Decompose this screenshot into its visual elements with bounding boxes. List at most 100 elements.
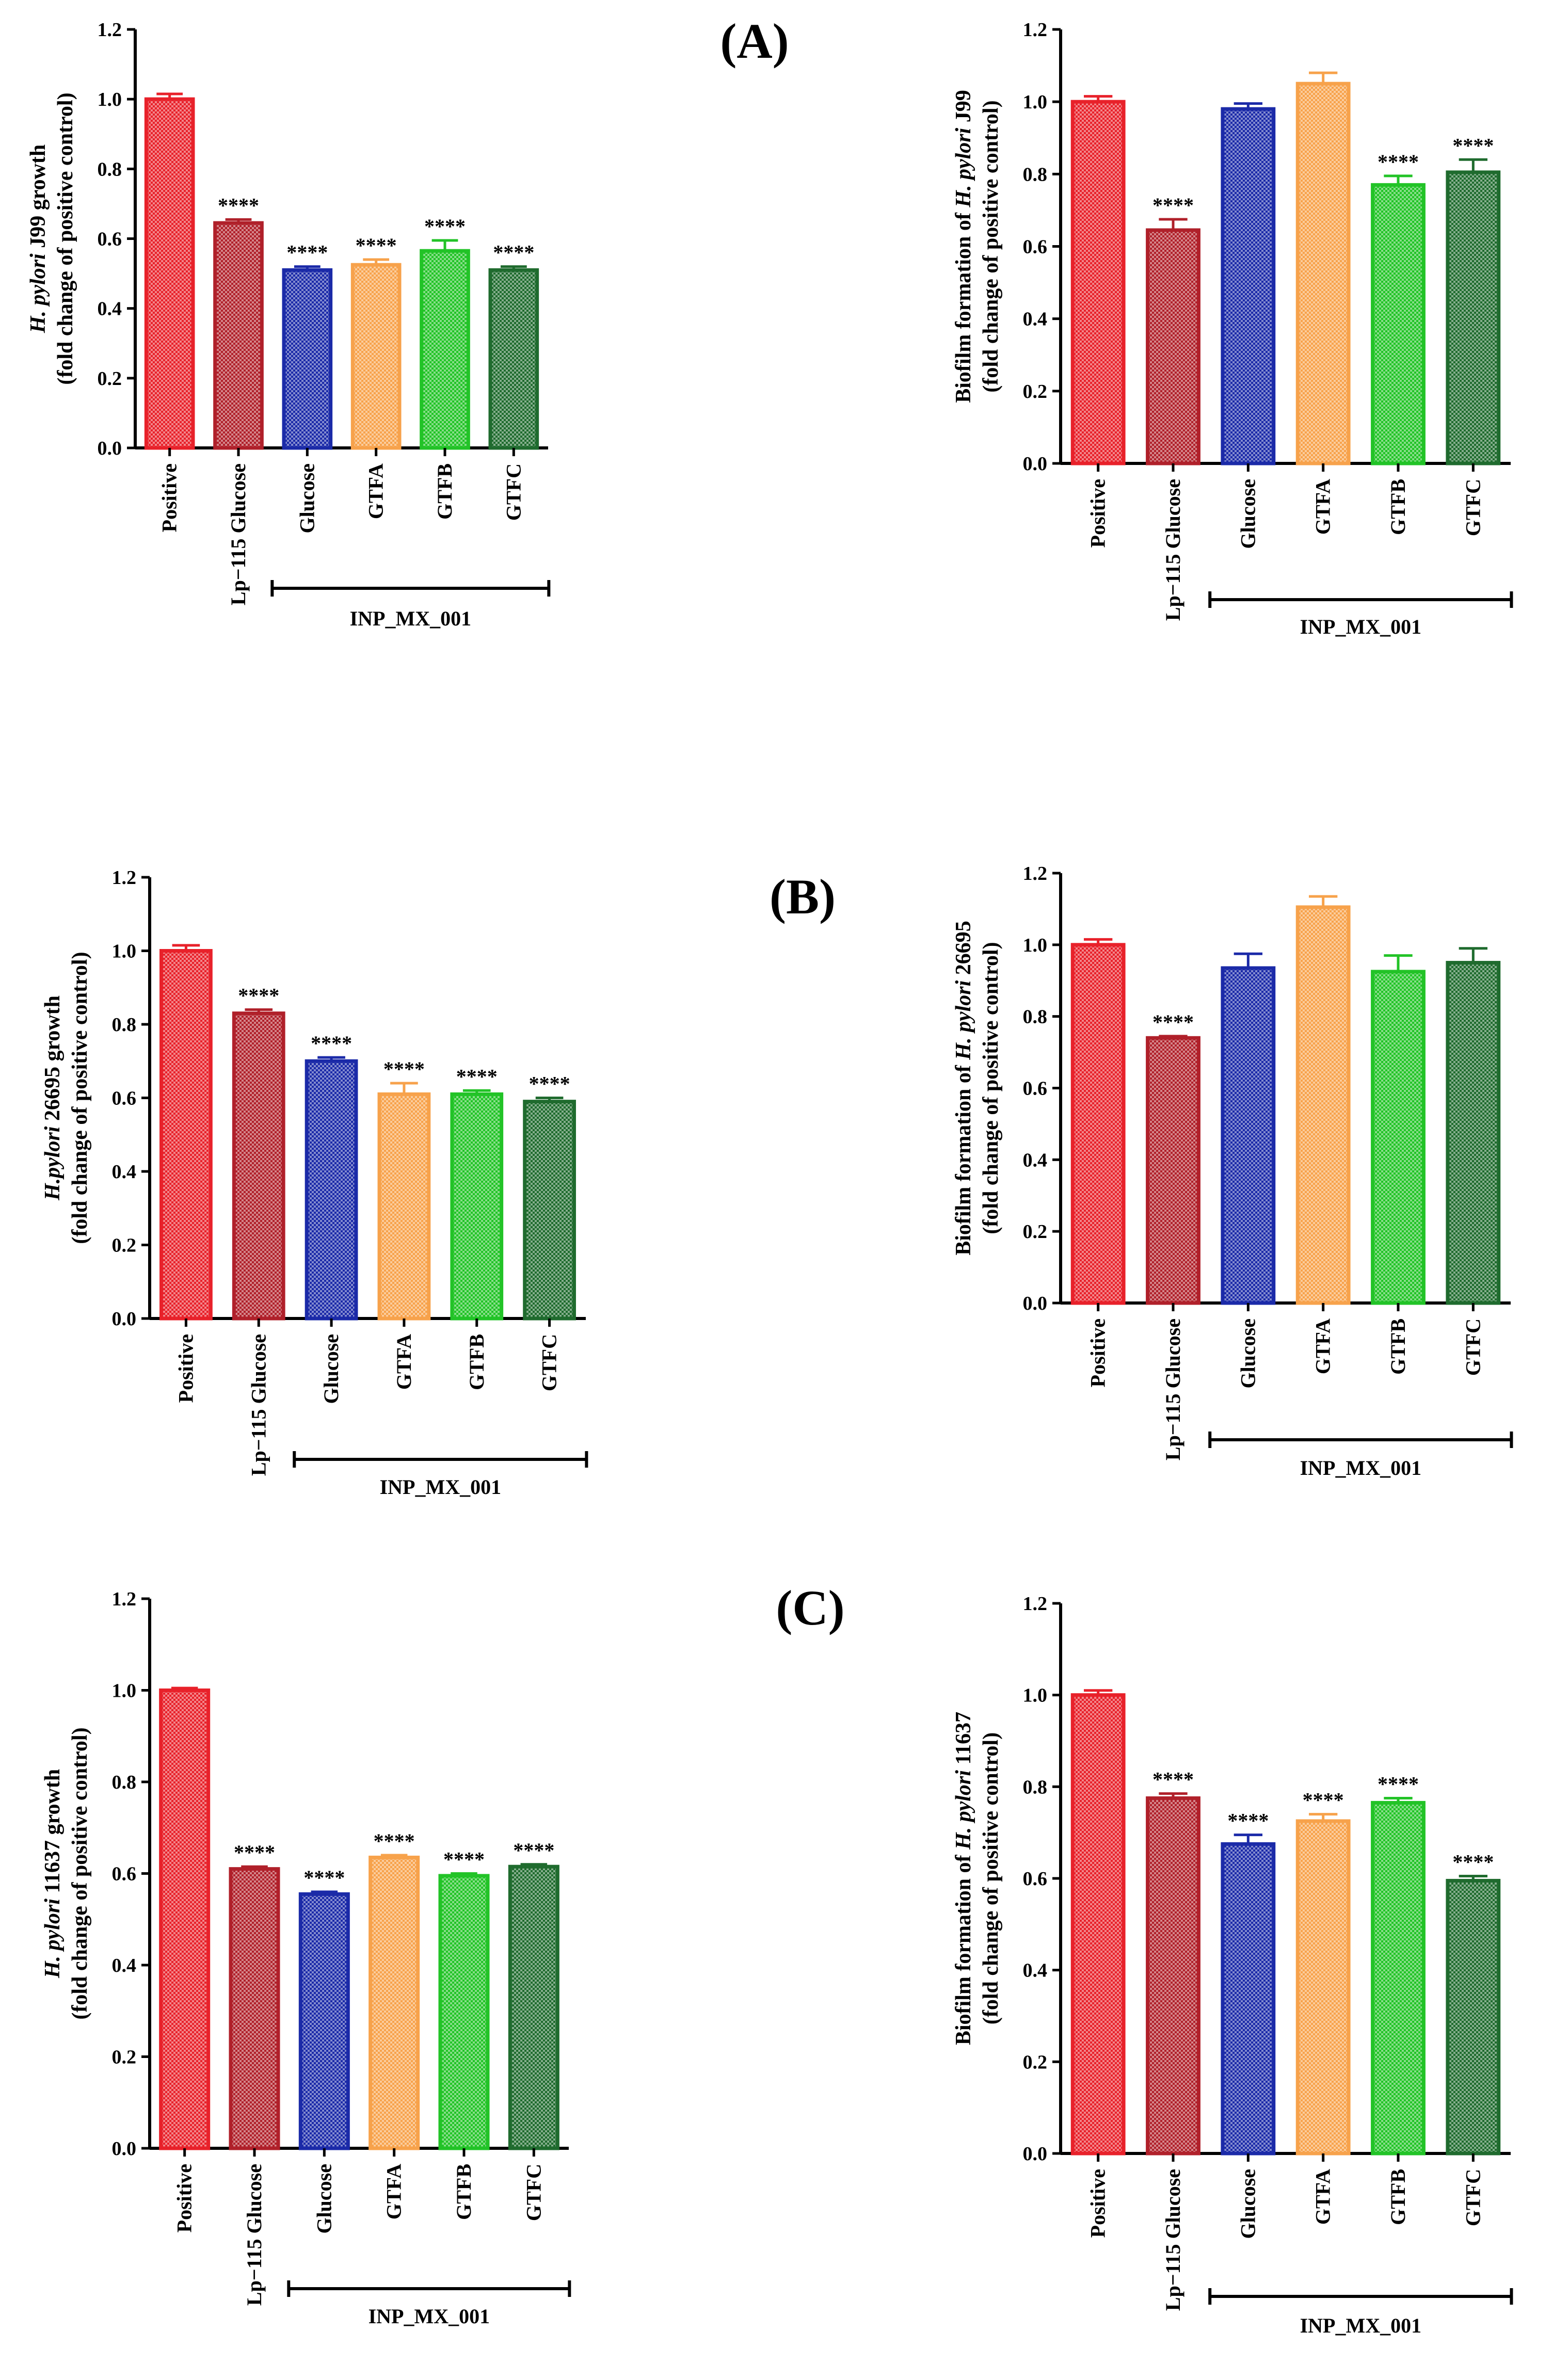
bar-gtfa: [369, 1855, 420, 2150]
x-tick-label-glucose: Glucose: [319, 1334, 343, 1404]
significance-label: ****: [1152, 1010, 1194, 1034]
x-tick-label-lp-115-glucose: Lp−115 Glucose: [247, 1334, 270, 1476]
significance-label: ****: [286, 241, 328, 264]
x-tick-label-lp-115-glucose: Lp−115 Glucose: [243, 2164, 266, 2306]
chart-b-biofilm: 0.0 0.2 0.4 0.6 0.8 1.0 1.2 Biofilm formation o…: [952, 863, 1513, 1480]
bar-gtfc: [523, 1100, 576, 1321]
bar-gtfb: [420, 249, 470, 450]
group-label: INP_MX_001: [1300, 2314, 1422, 2337]
bar-gtfa: [377, 1092, 431, 1321]
y-axis-title-part: H. pylori: [952, 980, 975, 1060]
y-tick-label: 0.6: [112, 1088, 137, 1109]
significance-label: ****: [234, 1841, 275, 1864]
bar-lp-115-glucose: [1146, 1036, 1200, 1305]
bar-positive: [1070, 1693, 1126, 2156]
y-axis-title-part: Biofilm formation of: [952, 207, 975, 403]
bar-gtfb: [450, 1092, 504, 1321]
x-tick-label-gtfc: GTFC: [1461, 1318, 1484, 1376]
significance-label: ****: [1378, 150, 1419, 173]
significance-label: ****: [1152, 194, 1194, 217]
y-tick-label: 1.2: [112, 867, 137, 889]
bar-gtfc: [1446, 1878, 1501, 2156]
y-axis-subtitle: (fold change of positive control): [68, 952, 92, 1244]
x-tick-label-gtfa: GTFA: [364, 463, 388, 519]
bar-glucose: [1221, 107, 1276, 465]
y-axis-title: H.pylori 26695 growth: [41, 995, 65, 1201]
bar-gtfb: [1371, 1800, 1426, 2156]
x-tick-label-glucose: Glucose: [1236, 479, 1259, 549]
y-axis-title: Biofilm formation of H. pylori J99: [952, 90, 975, 403]
x-tick-label-gtfc: GTFC: [1461, 479, 1484, 536]
chart-c-growth: 0.0 0.2 0.4 0.6 0.8 1.0 1.2 H. pylori 11637 gro…: [41, 1588, 571, 2328]
x-tick-label-gtfb: GTFB: [433, 463, 456, 520]
chart-a-growth: 0.0 0.2 0.4 0.6 0.8 1.0 1.2 H. pylori J99 growt…: [26, 19, 551, 630]
significance-label: ****: [303, 1866, 345, 1889]
bar-positive: [159, 949, 213, 1321]
y-tick-label: 1.2: [1023, 863, 1048, 885]
x-tick-label-lp-115-glucose: Lp−115 Glucose: [227, 463, 250, 605]
x-tick-label-gtfb: GTFB: [465, 1334, 488, 1390]
y-tick-label: 0.8: [112, 1014, 137, 1036]
bar-glucose: [298, 1892, 350, 2150]
x-tick-label-glucose: Glucose: [1236, 2169, 1259, 2239]
chart-c-biofilm: 0.0 0.2 0.4 0.6 0.8 1.0 1.2 Biofilm formation o…: [952, 1593, 1513, 2337]
x-tick-label-gtfb: GTFB: [1386, 479, 1410, 535]
significance-label: ****: [383, 1057, 425, 1081]
bar-gtfa: [350, 263, 402, 450]
x-tick-label-gtfa: GTFA: [392, 1334, 415, 1390]
y-tick-label: 0.2: [1023, 381, 1048, 403]
y-tick-label: 0.8: [112, 1772, 137, 1793]
bar-gtfc: [488, 268, 539, 450]
y-tick-label: 0.4: [112, 1955, 137, 1976]
bar-gtfb: [1371, 970, 1426, 1305]
y-tick-label: 0.0: [112, 1308, 137, 1330]
bar-lp-115-glucose: [232, 1011, 285, 1321]
panel-label-a: (A): [720, 13, 789, 69]
x-tick-label-gtfc: GTFC: [538, 1334, 561, 1391]
y-tick-label: 1.0: [1023, 935, 1048, 956]
bar-gtfb: [438, 1874, 490, 2150]
y-axis-title-part: H. pylori: [26, 253, 50, 333]
x-tick-label-positive: Positive: [1086, 479, 1110, 548]
x-tick-label-gtfc: GTFC: [522, 2164, 545, 2221]
y-tick-label: 1.2: [98, 19, 122, 41]
x-tick-label-gtfb: GTFB: [452, 2164, 475, 2220]
bar-glucose: [282, 268, 333, 450]
y-tick-label: 0.6: [1023, 236, 1048, 258]
significance-label: ****: [529, 1072, 570, 1096]
x-tick-label-positive: Positive: [173, 2164, 196, 2232]
y-axis-title: H. pylori J99 growth: [26, 144, 50, 334]
x-tick-label-gtfb: GTFB: [1386, 2169, 1410, 2225]
y-axis-subtitle: (fold change of positive control): [979, 1732, 1003, 2024]
y-tick-label: 0.0: [1023, 2143, 1048, 2165]
bar-positive: [144, 97, 195, 450]
bar-positive: [1070, 943, 1126, 1305]
significance-label: ****: [238, 984, 279, 1007]
y-tick-label: 0.4: [1023, 1960, 1048, 1982]
x-tick-label-gtfc: GTFC: [1461, 2169, 1484, 2226]
significance-label: ****: [1227, 1809, 1269, 1832]
significance-label: ****: [218, 194, 259, 217]
y-tick-label: 0.8: [1023, 164, 1048, 185]
bar-gtfa: [1295, 82, 1351, 465]
significance-label: ****: [1303, 1789, 1344, 1812]
significance-label: ****: [424, 215, 466, 238]
x-tick-label-lp-115-glucose: Lp−115 Glucose: [1161, 479, 1184, 621]
x-tick-label-glucose: Glucose: [1236, 1318, 1259, 1389]
y-axis-subtitle: (fold change of positive control): [68, 1727, 92, 2019]
x-tick-label-positive: Positive: [158, 463, 181, 532]
significance-label: ****: [1452, 134, 1494, 157]
y-tick-label: 0.6: [1023, 1078, 1048, 1100]
y-tick-label: 1.2: [1023, 19, 1048, 41]
bar-gtfa: [1295, 1819, 1351, 2156]
panel-label-b: (B): [770, 869, 836, 924]
bar-gtfc: [1446, 170, 1501, 465]
y-tick-label: 0.8: [1023, 1006, 1048, 1028]
y-tick-label: 0.0: [1023, 453, 1048, 475]
significance-label: ****: [356, 234, 397, 257]
y-tick-label: 1.0: [1023, 1685, 1048, 1707]
y-tick-label: 1.2: [112, 1588, 137, 1610]
y-tick-label: 0.0: [112, 2138, 137, 2160]
x-tick-label-positive: Positive: [1086, 2169, 1110, 2238]
bar-gtfa: [1295, 905, 1351, 1305]
